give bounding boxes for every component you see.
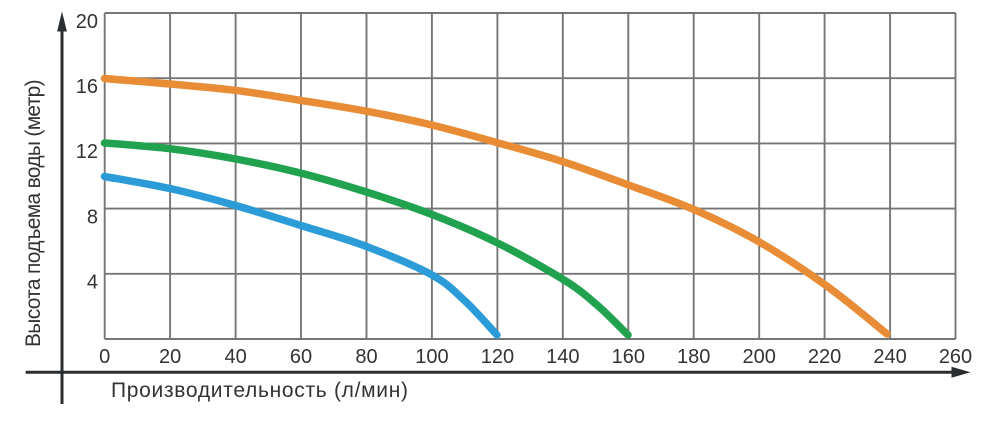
- svg-text:180: 180: [677, 346, 710, 368]
- svg-text:12: 12: [76, 141, 98, 163]
- svg-text:40: 40: [224, 346, 246, 368]
- svg-text:260: 260: [939, 346, 972, 368]
- svg-text:160: 160: [612, 346, 645, 368]
- svg-text:100: 100: [415, 346, 448, 368]
- svg-text:80: 80: [355, 346, 377, 368]
- svg-text:Производительность (л/мин): Производительность (л/мин): [111, 379, 409, 402]
- svg-text:220: 220: [808, 346, 841, 368]
- svg-text:8: 8: [87, 206, 98, 228]
- svg-text:60: 60: [290, 346, 312, 368]
- svg-text:20: 20: [159, 346, 181, 368]
- svg-text:200: 200: [743, 346, 776, 368]
- svg-text:120: 120: [481, 346, 514, 368]
- svg-text:4: 4: [87, 272, 98, 294]
- svg-text:140: 140: [546, 346, 579, 368]
- svg-text:20: 20: [76, 11, 98, 33]
- svg-text:240: 240: [873, 346, 906, 368]
- svg-text:0: 0: [99, 346, 110, 368]
- svg-text:Высота подъема воды (метр): Высота подъема воды (метр): [22, 80, 45, 347]
- svg-text:16: 16: [76, 76, 98, 98]
